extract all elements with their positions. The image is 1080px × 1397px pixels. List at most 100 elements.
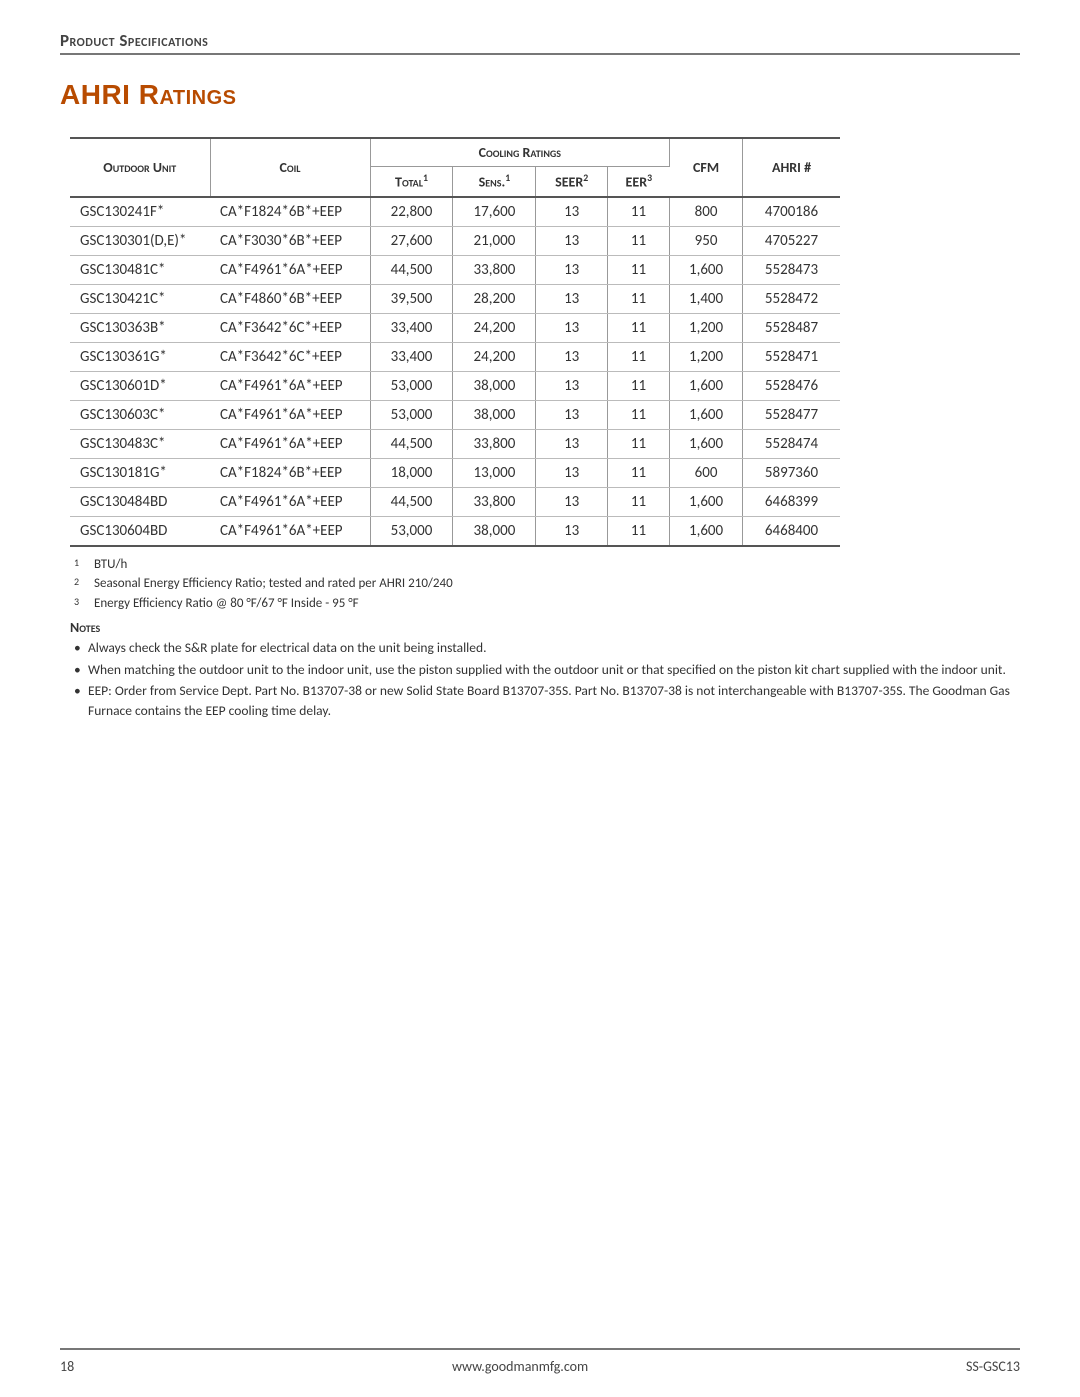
ahri-ratings-table: Outdoor Unit Coil Cooling Ratings CFM AH… xyxy=(70,137,840,547)
table-row: GSC130601D*CA*F4961*6A*+EEP53,00038,0001… xyxy=(70,371,840,400)
col-total-sup: 1 xyxy=(423,172,428,184)
notes-list: Always check the S&R plate for electrica… xyxy=(70,638,1020,720)
page-footer: 18 www.goodmanmfg.com SS-GSC13 xyxy=(60,1348,1020,1375)
cell-outdoor: GSC130181G* xyxy=(70,458,210,487)
footnote-num: 3 xyxy=(74,594,82,614)
cell-outdoor: GSC130483C* xyxy=(70,429,210,458)
cell-ahri: 6468400 xyxy=(743,516,840,546)
cell-seer: 13 xyxy=(536,487,608,516)
cell-seer: 13 xyxy=(536,458,608,487)
table-row: GSC130484BDCA*F4961*6A*+EEP44,50033,8001… xyxy=(70,487,840,516)
cell-seer: 13 xyxy=(536,255,608,284)
cell-coil: CA*F4961*6A*+EEP xyxy=(210,487,370,516)
cell-eer: 11 xyxy=(607,255,669,284)
cell-eer: 11 xyxy=(607,487,669,516)
cell-coil: CA*F4860*6B*+EEP xyxy=(210,284,370,313)
table-row: GSC130604BDCA*F4961*6A*+EEP53,00038,0001… xyxy=(70,516,840,546)
header-rule: Product Specifications xyxy=(60,30,1020,55)
cell-cfm: 800 xyxy=(670,197,743,227)
cell-outdoor: GSC130484BD xyxy=(70,487,210,516)
table-row: GSC130363B*CA*F3642*6C*+EEP33,40024,2001… xyxy=(70,313,840,342)
cell-cfm: 1,600 xyxy=(670,371,743,400)
col-eer-text: EER xyxy=(626,174,648,191)
cell-total: 53,000 xyxy=(370,400,453,429)
cell-eer: 11 xyxy=(607,400,669,429)
col-sens-sup: 1 xyxy=(505,172,510,184)
col-cfm-text: CFM xyxy=(693,159,719,176)
cell-cfm: 950 xyxy=(670,226,743,255)
col-total-text: Total xyxy=(395,174,423,191)
section-label: Product Specifications xyxy=(60,30,1020,51)
cell-seer: 13 xyxy=(536,400,608,429)
cell-total: 39,500 xyxy=(370,284,453,313)
cell-total: 33,400 xyxy=(370,313,453,342)
table-row: GSC130181G*CA*F1824*6B*+EEP18,00013,0001… xyxy=(70,458,840,487)
cell-sens: 33,800 xyxy=(453,429,536,458)
cell-cfm: 1,600 xyxy=(670,255,743,284)
cell-sens: 38,000 xyxy=(453,516,536,546)
cell-coil: CA*F4961*6A*+EEP xyxy=(210,371,370,400)
footer-page-number: 18 xyxy=(60,1358,74,1375)
table-row: GSC130603C*CA*F4961*6A*+EEP53,00038,0001… xyxy=(70,400,840,429)
cell-cfm: 1,600 xyxy=(670,429,743,458)
cell-outdoor: GSC130604BD xyxy=(70,516,210,546)
cell-total: 22,800 xyxy=(370,197,453,227)
cell-eer: 11 xyxy=(607,197,669,227)
cell-coil: CA*F1824*6B*+EEP xyxy=(210,458,370,487)
cell-ahri: 6468399 xyxy=(743,487,840,516)
cell-eer: 11 xyxy=(607,226,669,255)
cell-total: 27,600 xyxy=(370,226,453,255)
col-seer-sup: 2 xyxy=(583,172,588,184)
cell-outdoor: GSC130481C* xyxy=(70,255,210,284)
cell-ahri: 5528473 xyxy=(743,255,840,284)
cell-outdoor: GSC130363B* xyxy=(70,313,210,342)
cell-total: 44,500 xyxy=(370,255,453,284)
table-row: GSC130361G*CA*F3642*6C*+EEP33,40024,2001… xyxy=(70,342,840,371)
table-row: GSC130483C*CA*F4961*6A*+EEP44,50033,8001… xyxy=(70,429,840,458)
cell-cfm: 1,400 xyxy=(670,284,743,313)
col-seer-text: SEER xyxy=(555,174,583,191)
cell-eer: 11 xyxy=(607,429,669,458)
cell-sens: 17,600 xyxy=(453,197,536,227)
col-outdoor-unit-text: Outdoor Unit xyxy=(103,159,176,176)
cell-seer: 13 xyxy=(536,226,608,255)
note-item: Always check the S&R plate for electrica… xyxy=(70,638,1020,658)
col-total: Total1 xyxy=(370,167,453,197)
footnote-text: Energy Efficiency Ratio @ 80 °F/67 °F In… xyxy=(94,594,359,614)
cell-outdoor: GSC130603C* xyxy=(70,400,210,429)
cell-eer: 11 xyxy=(607,284,669,313)
cell-ahri: 5897360 xyxy=(743,458,840,487)
cell-seer: 13 xyxy=(536,313,608,342)
cell-coil: CA*F3642*6C*+EEP xyxy=(210,313,370,342)
cell-total: 18,000 xyxy=(370,458,453,487)
cell-cfm: 1,200 xyxy=(670,313,743,342)
footnote: 1BTU/h xyxy=(74,555,1020,575)
cell-coil: CA*F1824*6B*+EEP xyxy=(210,197,370,227)
col-ahri-text: AHRI # xyxy=(772,159,811,176)
cell-seer: 13 xyxy=(536,429,608,458)
cell-ahri: 5528472 xyxy=(743,284,840,313)
cell-outdoor: GSC130361G* xyxy=(70,342,210,371)
page-title: AHRI Ratings xyxy=(60,79,1020,111)
cell-ahri: 5528477 xyxy=(743,400,840,429)
footnote: 3 Energy Efficiency Ratio @ 80 °F/67 °F I… xyxy=(74,594,1020,614)
cell-sens: 24,200 xyxy=(453,313,536,342)
cell-sens: 28,200 xyxy=(453,284,536,313)
cell-seer: 13 xyxy=(536,371,608,400)
cell-eer: 11 xyxy=(607,342,669,371)
cell-sens: 38,000 xyxy=(453,371,536,400)
footnotes: 1BTU/h2Seasonal Energy Efficiency Ratio;… xyxy=(74,555,1020,614)
cell-seer: 13 xyxy=(536,284,608,313)
col-eer: EER3 xyxy=(607,167,669,197)
cell-sens: 33,800 xyxy=(453,255,536,284)
col-outdoor-unit: Outdoor Unit xyxy=(70,138,210,197)
cell-ahri: 4700186 xyxy=(743,197,840,227)
cell-total: 53,000 xyxy=(370,371,453,400)
cell-outdoor: GSC130241F* xyxy=(70,197,210,227)
col-coil: Coil xyxy=(210,138,370,197)
cell-outdoor: GSC130421C* xyxy=(70,284,210,313)
cell-seer: 13 xyxy=(536,197,608,227)
col-group-cooling-text: Cooling Ratings xyxy=(479,144,561,161)
cell-total: 44,500 xyxy=(370,487,453,516)
cell-cfm: 1,600 xyxy=(670,516,743,546)
